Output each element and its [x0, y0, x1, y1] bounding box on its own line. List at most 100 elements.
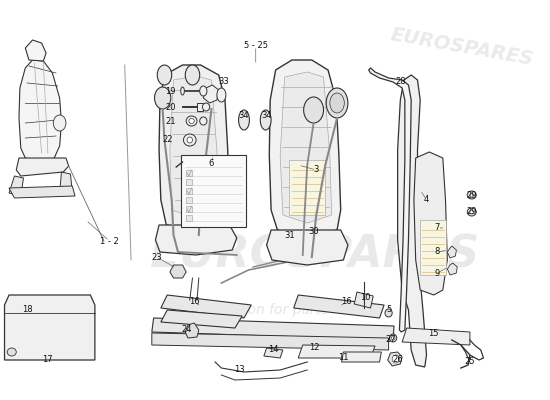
Ellipse shape: [200, 86, 207, 96]
Polygon shape: [402, 328, 470, 345]
Text: 17: 17: [42, 356, 52, 364]
Text: 6: 6: [209, 158, 214, 168]
Ellipse shape: [304, 97, 323, 123]
Bar: [289, 160, 326, 215]
Ellipse shape: [181, 87, 184, 95]
Ellipse shape: [391, 336, 395, 340]
Ellipse shape: [260, 110, 271, 130]
Text: EUROSPARES: EUROSPARES: [149, 234, 480, 276]
Text: 23: 23: [151, 252, 162, 262]
Ellipse shape: [392, 355, 399, 363]
Text: 29: 29: [466, 190, 477, 200]
Ellipse shape: [330, 93, 344, 113]
Bar: [186, 179, 191, 185]
Ellipse shape: [187, 137, 192, 143]
Ellipse shape: [189, 118, 194, 124]
Polygon shape: [447, 246, 456, 258]
Polygon shape: [16, 158, 69, 176]
Text: 19: 19: [166, 86, 176, 96]
Text: 5: 5: [386, 306, 391, 314]
Polygon shape: [25, 40, 46, 61]
Polygon shape: [170, 265, 186, 278]
Polygon shape: [4, 295, 95, 360]
Text: 7: 7: [434, 224, 440, 232]
Polygon shape: [152, 333, 389, 350]
Text: EUROSPARES: EUROSPARES: [389, 25, 535, 69]
Text: 10: 10: [360, 294, 370, 302]
Polygon shape: [264, 348, 283, 358]
Ellipse shape: [157, 65, 172, 85]
Text: 16: 16: [189, 298, 200, 306]
Text: 28: 28: [395, 78, 406, 86]
Text: 33: 33: [218, 78, 229, 86]
Text: 18: 18: [22, 306, 32, 314]
Polygon shape: [388, 352, 402, 366]
Text: 11: 11: [338, 352, 349, 362]
Polygon shape: [398, 75, 427, 367]
Text: 20: 20: [166, 102, 176, 112]
Text: 16: 16: [341, 298, 351, 306]
Ellipse shape: [385, 309, 392, 317]
Text: 25: 25: [465, 358, 475, 366]
Polygon shape: [294, 295, 384, 318]
Polygon shape: [267, 230, 348, 265]
Polygon shape: [152, 318, 394, 340]
Text: 3: 3: [314, 166, 319, 174]
Bar: [186, 206, 191, 212]
Ellipse shape: [470, 210, 474, 214]
Text: 14: 14: [268, 346, 278, 354]
Polygon shape: [354, 292, 373, 308]
Bar: [186, 188, 191, 194]
Polygon shape: [270, 60, 340, 237]
Polygon shape: [204, 85, 219, 103]
Ellipse shape: [470, 193, 474, 197]
Text: 22: 22: [162, 136, 173, 144]
Ellipse shape: [186, 116, 197, 126]
Text: 21: 21: [166, 116, 176, 126]
Ellipse shape: [467, 191, 476, 199]
Bar: [186, 197, 191, 203]
Polygon shape: [185, 323, 199, 338]
Ellipse shape: [217, 88, 226, 102]
Text: 12: 12: [309, 344, 320, 352]
Polygon shape: [9, 176, 24, 196]
Polygon shape: [159, 65, 229, 230]
Bar: [186, 170, 191, 176]
Text: 5 - 25: 5 - 25: [244, 42, 268, 50]
Text: 8: 8: [434, 248, 440, 256]
Ellipse shape: [467, 208, 476, 216]
Text: 4: 4: [424, 196, 429, 204]
Polygon shape: [9, 186, 75, 198]
Ellipse shape: [155, 87, 171, 109]
Ellipse shape: [389, 334, 397, 342]
Text: 27: 27: [385, 336, 395, 344]
Text: a passion for parts: a passion for parts: [199, 303, 328, 317]
Text: 34: 34: [261, 110, 272, 120]
Polygon shape: [161, 310, 242, 328]
Ellipse shape: [326, 88, 348, 118]
Polygon shape: [414, 152, 447, 295]
Ellipse shape: [202, 103, 210, 111]
Text: 26: 26: [392, 356, 403, 364]
Ellipse shape: [53, 115, 66, 131]
Polygon shape: [161, 295, 251, 318]
Ellipse shape: [239, 110, 249, 130]
Text: 15: 15: [428, 330, 439, 338]
Bar: [420, 220, 446, 275]
Ellipse shape: [7, 348, 16, 356]
Text: 34: 34: [239, 110, 249, 120]
Polygon shape: [368, 68, 411, 332]
Bar: [186, 215, 191, 221]
Text: 1 - 2: 1 - 2: [100, 236, 119, 246]
Polygon shape: [298, 345, 375, 358]
Ellipse shape: [185, 65, 200, 85]
Polygon shape: [447, 263, 457, 275]
Polygon shape: [280, 72, 332, 223]
Polygon shape: [170, 76, 219, 218]
Text: 30: 30: [308, 226, 319, 236]
Bar: [181, 155, 246, 227]
Polygon shape: [156, 225, 236, 255]
Text: 29: 29: [466, 208, 477, 216]
Polygon shape: [342, 352, 381, 362]
Ellipse shape: [200, 117, 207, 125]
